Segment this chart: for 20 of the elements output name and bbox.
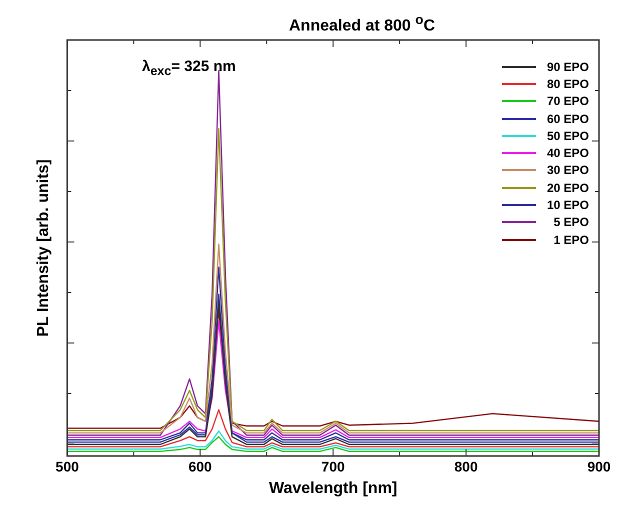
legend-label: 40 EPO (546, 146, 589, 160)
legend-label: 60 EPO (546, 112, 589, 126)
legend-label: 20 EPO (546, 180, 589, 195)
x-tick-label: 500 (56, 458, 80, 474)
x-tick-label: 700 (321, 458, 345, 474)
legend-label: 50 EPO (546, 128, 589, 143)
legend-label: 30 EPO (546, 163, 589, 178)
x-tick-label: 800 (454, 458, 478, 474)
y-axis-title: PL Intensity [arb. units] (35, 159, 52, 337)
legend-label: 1 EPO (552, 232, 589, 247)
legend-label: 80 EPO (546, 76, 589, 91)
legend-label: 70 EPO (546, 94, 589, 108)
legend-label: 90 EPO (546, 60, 589, 74)
x-tick-label: 900 (587, 458, 611, 474)
chart-title: Annealed at 800 $^{o}$C (288, 12, 436, 36)
annotation: λ$_{exc}$= 325 nm (142, 58, 236, 78)
legend-label: 5 EPO (552, 215, 589, 230)
x-tick-label: 600 (188, 458, 212, 474)
x-axis-title: Wavelength [nm] (268, 480, 398, 497)
legend-label: 10 EPO (546, 198, 589, 212)
